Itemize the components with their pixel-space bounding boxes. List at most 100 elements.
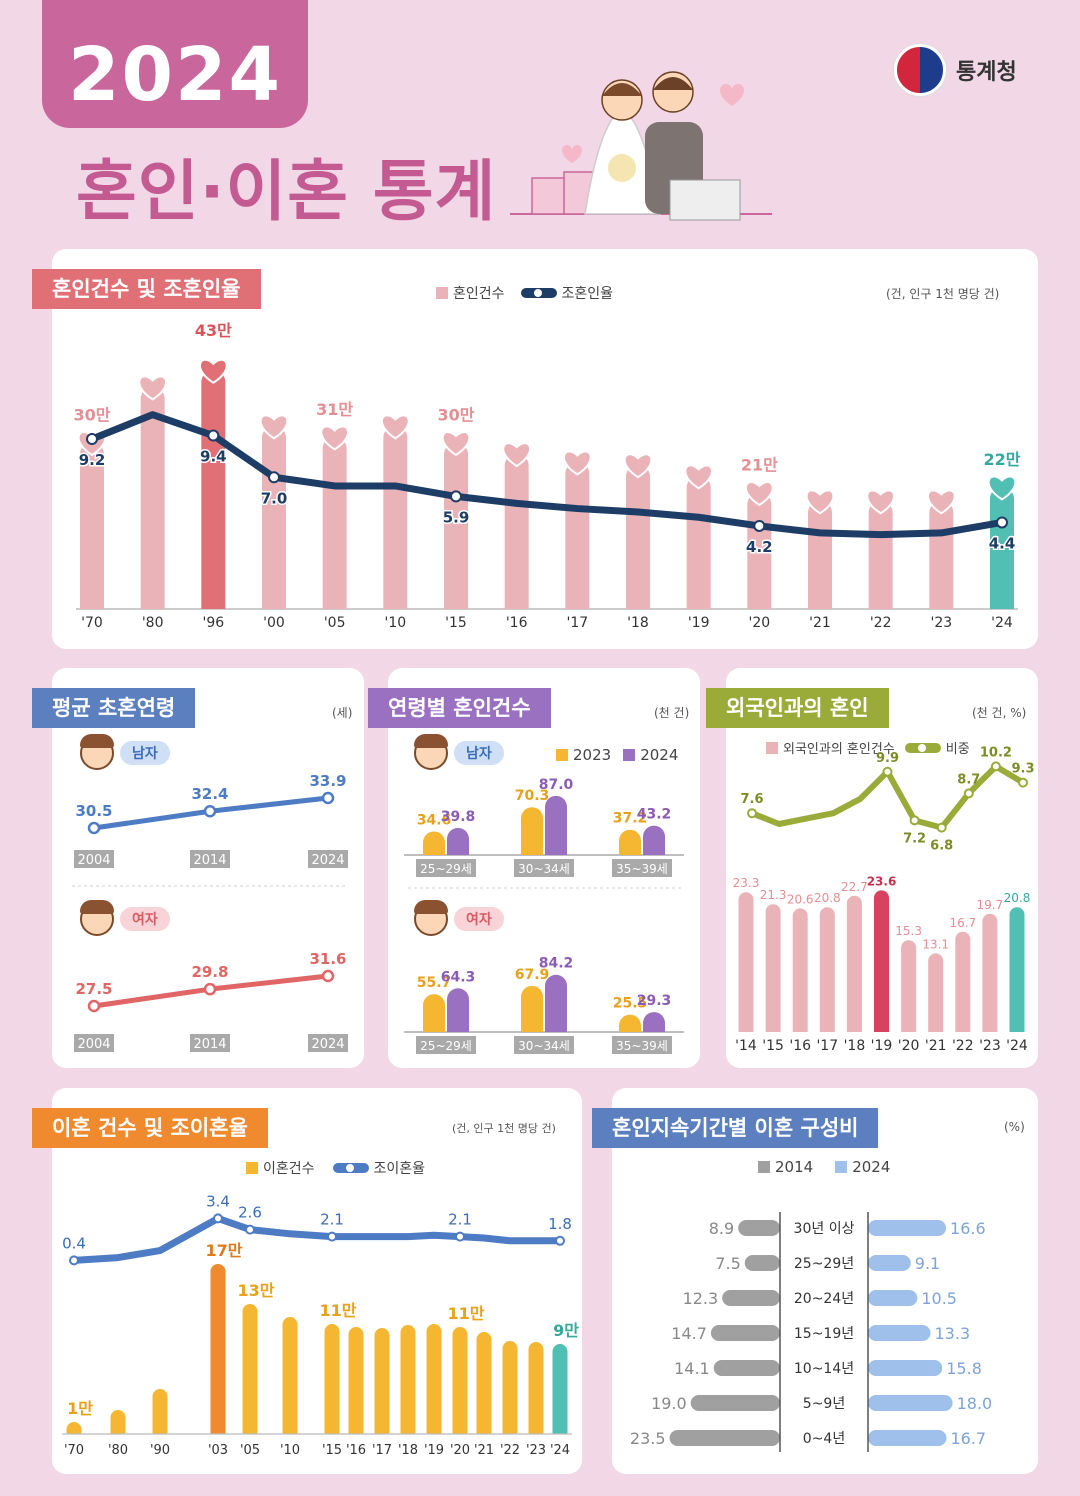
foreign-tag: 외국인과의 혼인 — [706, 688, 889, 728]
x-tick-label: '15 — [322, 1443, 342, 1458]
year-label-bg — [308, 850, 348, 868]
value-label-2023: 37.2 — [613, 811, 648, 827]
divorce-bar — [476, 1332, 492, 1434]
value-label-2024: 29.3 — [637, 993, 672, 1009]
value-label-2024: 16.7 — [950, 1429, 986, 1448]
bar-2014 — [722, 1290, 780, 1306]
divorce-legend: 이혼건수 조이혼율 — [246, 1158, 425, 1178]
age-value-label: 29.8 — [191, 963, 228, 981]
category-label-bg — [612, 1036, 672, 1054]
foreign-bar — [819, 907, 835, 1032]
legend-label: 비중 — [945, 742, 970, 757]
legend-swatch — [556, 749, 568, 761]
duration-card: 혼인지속기간별 이혼 구성비 (%) 2014 2024 8.9 16.6 30년 … — [592, 1088, 1038, 1474]
divorce-bar — [400, 1325, 416, 1434]
rate-point — [207, 429, 220, 442]
x-tick-label: '22 — [870, 615, 892, 631]
x-tick-label: '23 — [930, 615, 952, 631]
age-value-label: 30.5 — [75, 802, 112, 820]
value-label-2024: 18.0 — [957, 1394, 993, 1413]
bar-2024 — [447, 827, 469, 855]
female-badge: 여자 — [80, 900, 170, 936]
rate-point — [268, 471, 280, 484]
value-label-2023: 67.9 — [515, 967, 550, 983]
category-label: 10~14년 — [794, 1361, 854, 1377]
heart-icon — [805, 489, 835, 515]
value-label-2014: 12.3 — [683, 1289, 719, 1308]
rate-value-label: 1.8 — [548, 1215, 572, 1233]
duration-tag: 혼인지속기간별 이혼 구성비 — [592, 1108, 879, 1148]
category-label: 35~39세 — [616, 862, 668, 876]
heart-icon — [199, 358, 228, 384]
rate-value-label: 9.2 — [79, 451, 106, 469]
bar-value-label: 21만 — [741, 455, 778, 474]
category-label-bg — [416, 1036, 476, 1054]
foreign-bar — [874, 890, 889, 1032]
x-tick-label: '23 — [979, 1038, 1001, 1054]
agency-name: 통계청 — [956, 60, 1017, 85]
female-face-icon — [80, 900, 114, 936]
share-point — [747, 808, 757, 819]
value-label-2014: 14.1 — [674, 1359, 710, 1378]
bar-value-label: 30만 — [74, 405, 111, 424]
heart-icon — [259, 414, 289, 440]
x-tick-label: '19 — [871, 1038, 893, 1054]
marriage-bar — [322, 436, 347, 609]
x-tick-label: '70 — [64, 1443, 84, 1458]
x-tick-label: '80 — [108, 1443, 128, 1458]
bar-2024 — [447, 988, 469, 1032]
bar-2014 — [713, 1360, 780, 1376]
legend-label: 2024 — [640, 746, 679, 764]
marriage-bar — [383, 425, 408, 609]
x-tick-label: '21 — [474, 1443, 494, 1458]
x-tick-label: '21 — [809, 615, 831, 631]
divorce-rate-line — [73, 1214, 560, 1264]
rate-point — [555, 1235, 565, 1246]
year-label: 2024 — [311, 1037, 344, 1052]
marriage-bar — [201, 370, 226, 609]
rate-point — [753, 519, 766, 532]
legend-swatch — [758, 1161, 770, 1173]
year-label-bg — [74, 1034, 114, 1052]
value-label-2014: 8.9 — [709, 1219, 734, 1238]
legend-swatch — [766, 742, 778, 754]
marriage-bar — [808, 500, 832, 609]
x-tick-label: '18 — [627, 615, 649, 631]
legend-label: 2014 — [775, 1158, 814, 1176]
value-label-2014: 23.5 — [630, 1429, 666, 1448]
bar-2023 — [423, 831, 445, 855]
divorce-bar — [66, 1422, 82, 1434]
legend-label: 2024 — [852, 1158, 891, 1176]
foreign-bar — [928, 953, 944, 1032]
value-label-2023: 70.3 — [515, 788, 550, 804]
bar-value-label: 30만 — [438, 405, 475, 424]
category-label: 25~29세 — [420, 1039, 472, 1053]
rate-point — [450, 490, 462, 503]
rate-value-label: 0.4 — [62, 1234, 86, 1252]
x-tick-label: '16 — [346, 1443, 366, 1458]
x-tick-label: '20 — [748, 615, 770, 631]
agency-logo: 통계청 — [894, 44, 1017, 96]
heart-icon — [623, 453, 653, 479]
value-label-2024: 39.8 — [441, 809, 476, 825]
divorce-bar — [528, 1342, 544, 1434]
marriage-bar — [868, 500, 893, 609]
value-label-2024: 13.3 — [935, 1324, 971, 1343]
share-value-label: 6.8 — [930, 839, 953, 854]
x-tick-label: '23 — [526, 1443, 546, 1458]
wedding-couple-illustration — [510, 71, 772, 221]
legend-item-count: 혼인건수 — [436, 283, 505, 303]
rate-point — [996, 516, 1008, 529]
share-point — [963, 788, 974, 799]
x-tick-label: '05 — [240, 1443, 260, 1458]
bar-value-label: 22만 — [984, 450, 1021, 469]
legend-line-swatch — [332, 1163, 369, 1173]
value-label-2024: 84.2 — [539, 956, 574, 972]
age-point — [87, 821, 101, 835]
divorce-count-label: 11만 — [320, 1301, 357, 1320]
x-tick-label: '20 — [450, 1443, 470, 1458]
age-point — [203, 982, 217, 996]
category-label: 25~29년 — [794, 1256, 854, 1272]
foreign-count-label: 20.8 — [814, 891, 841, 905]
legend-item-share: 비중 — [904, 738, 970, 757]
